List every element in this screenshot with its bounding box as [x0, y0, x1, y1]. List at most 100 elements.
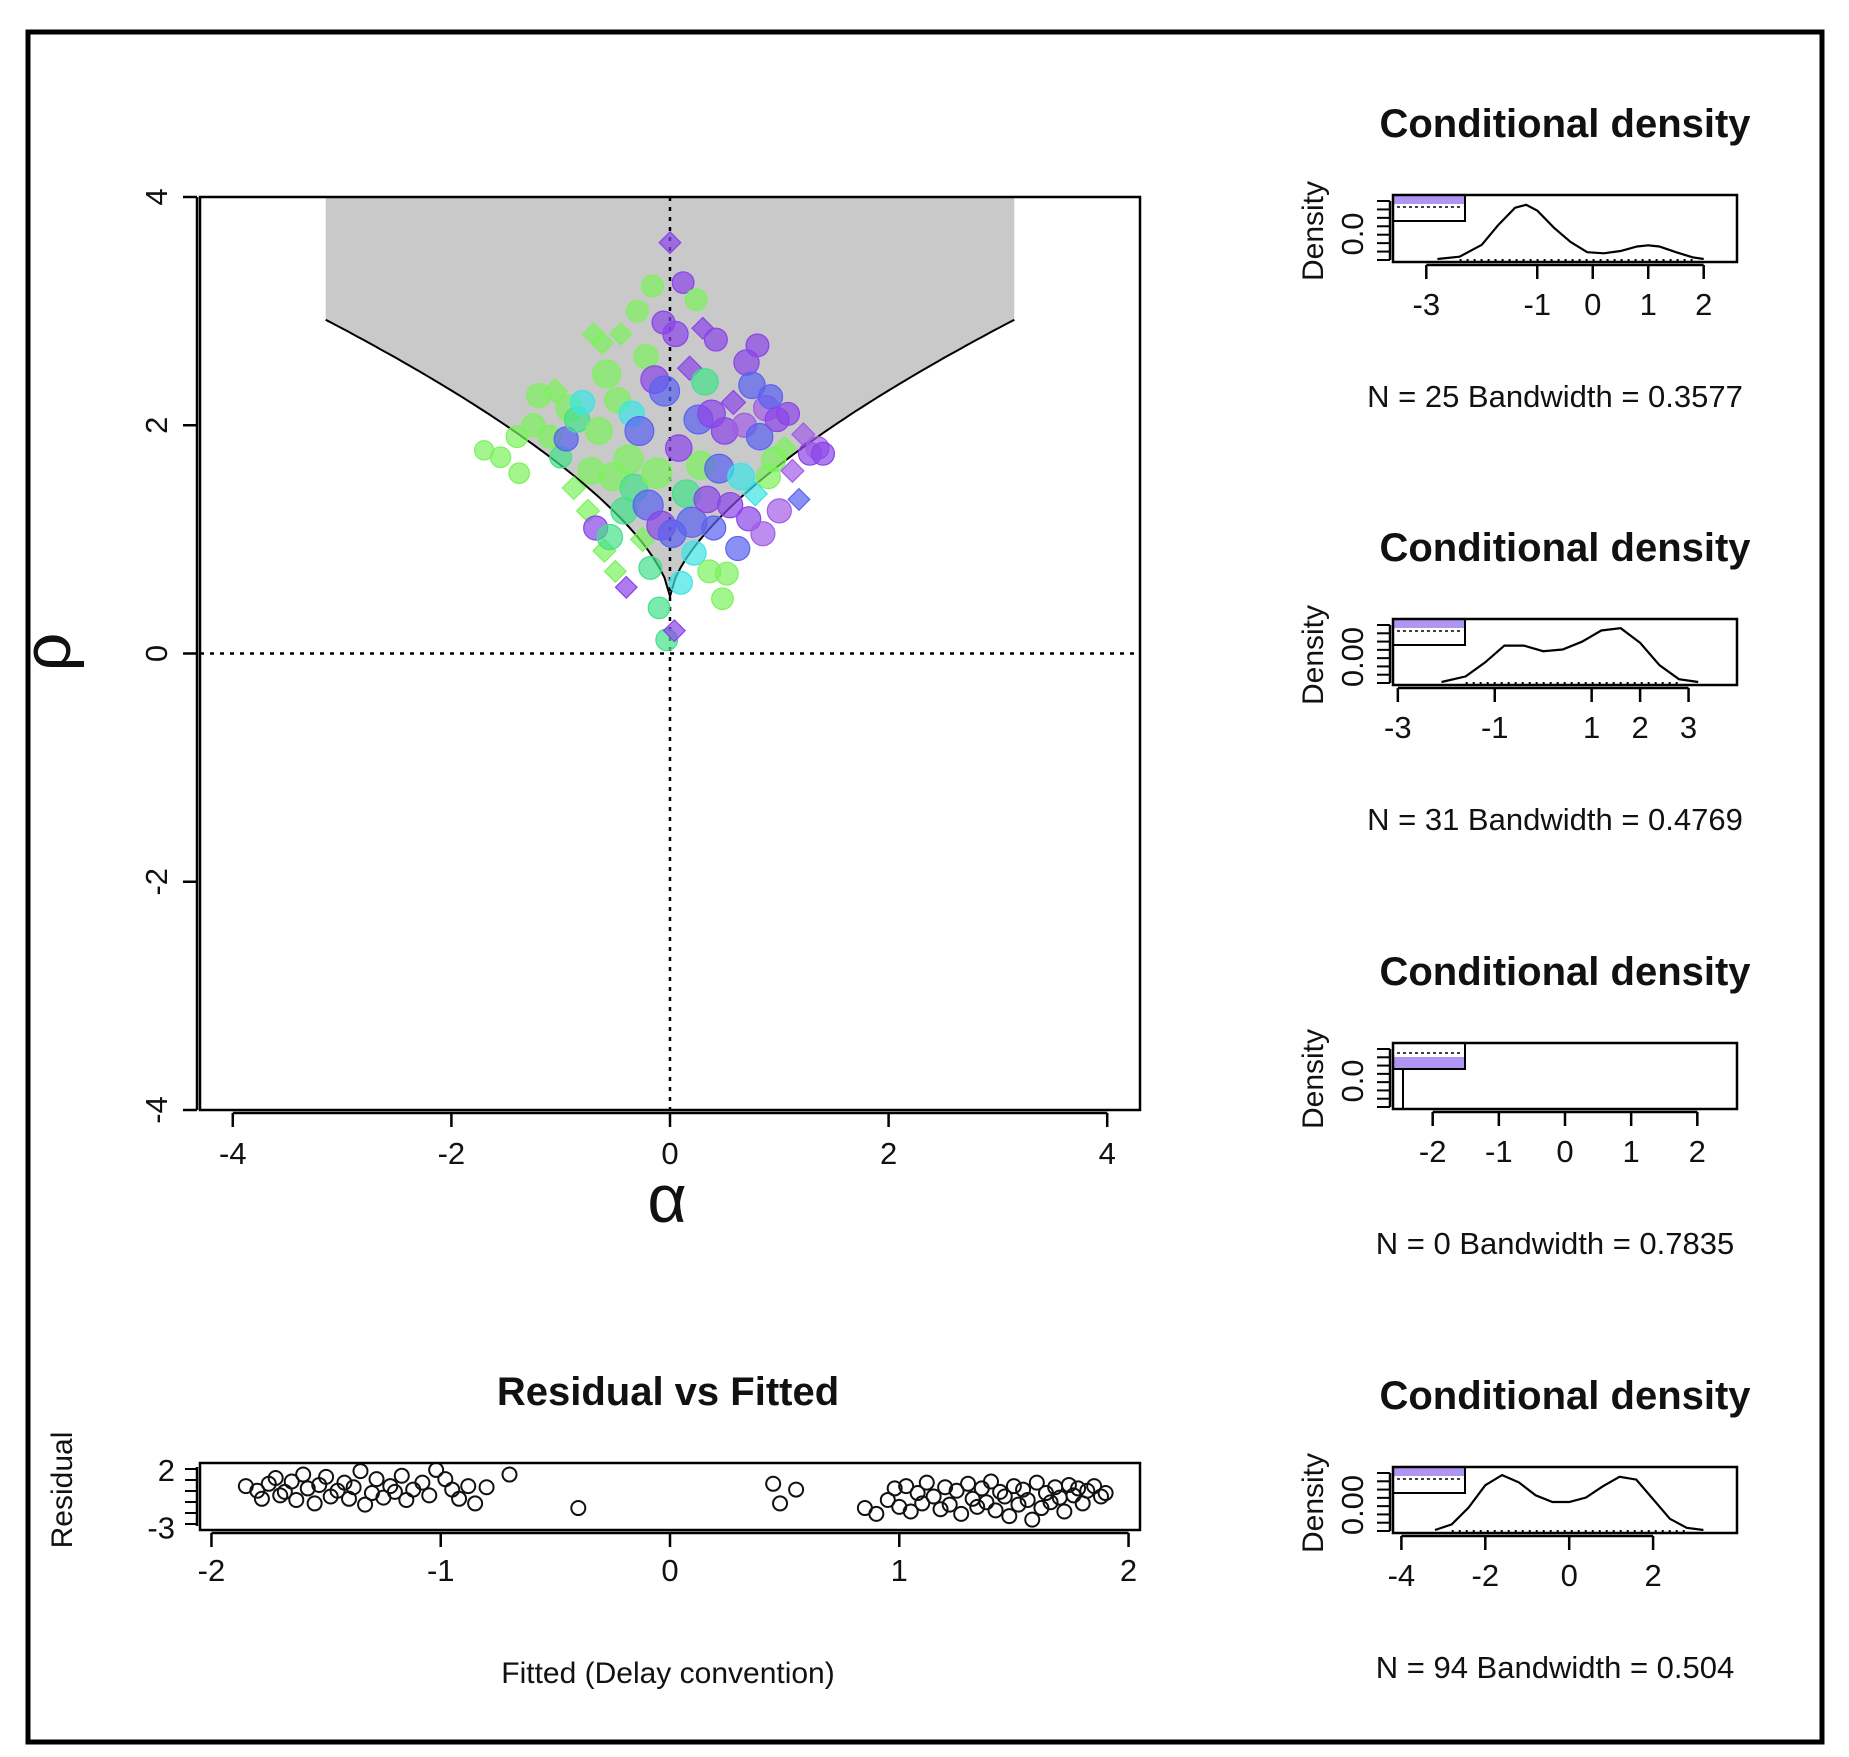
main-point: [603, 559, 627, 583]
main-boundary-curve: [325, 318, 1015, 600]
density-x-tick-label: -4: [1388, 1558, 1416, 1593]
residual-point: [902, 1503, 919, 1520]
main-point: [542, 378, 569, 404]
density-plot-box: [1391, 1041, 1739, 1111]
residual-point: [978, 1494, 995, 1511]
main-point: [569, 389, 596, 416]
residual-point: [953, 1505, 970, 1522]
main-point: [614, 575, 638, 599]
density-x-tick-label: 2: [1689, 1134, 1706, 1169]
residual-point: [941, 1496, 958, 1513]
density-x-tick-label: 3: [1680, 710, 1697, 745]
residual-point: [982, 1473, 999, 1490]
residual-panel: Residual vs Fitted -2 -1 0 1 2 2 -3 Fitted (D…: [46, 1370, 1142, 1690]
residual-point: [932, 1501, 949, 1518]
main-point: [638, 555, 663, 580]
main-point: [561, 475, 587, 501]
density-legend-swatch: [1394, 1468, 1464, 1476]
residual-x-tick-label: 1: [891, 1553, 908, 1588]
residual-point: [1028, 1474, 1045, 1491]
main-point: [716, 491, 744, 519]
residual-point: [393, 1467, 410, 1484]
density-y-label: Density: [1297, 605, 1330, 705]
density-x-tick-label: -1: [1523, 287, 1551, 322]
density-footer: N = 31 Bandwidth = 0.4769: [1367, 802, 1743, 837]
residual-point: [909, 1485, 926, 1502]
main-point: [772, 435, 798, 461]
main-point: [714, 561, 739, 586]
residual-point: [386, 1483, 403, 1500]
main-point: [681, 540, 707, 566]
residual-point: [1056, 1503, 1073, 1520]
residual-point: [478, 1479, 495, 1496]
main-point: [671, 271, 695, 294]
residual-point: [318, 1468, 335, 1485]
main-point: [664, 434, 693, 462]
residual-point: [1060, 1476, 1077, 1493]
residual-point: [987, 1502, 1004, 1519]
residual-x-tick-label: -1: [427, 1553, 455, 1588]
main-point: [780, 458, 805, 484]
density-y-tick-label: 0.00: [1335, 627, 1370, 687]
main-y-tick-label: -2: [139, 868, 174, 896]
main-point: [720, 389, 747, 416]
main-point: [624, 415, 655, 446]
density-title: Conditional density: [1379, 526, 1751, 570]
main-x-tick-label: -2: [438, 1136, 466, 1171]
residual-points: [237, 1461, 1114, 1528]
main-point: [703, 327, 728, 352]
density-y-tick-label: 0.0: [1335, 212, 1370, 255]
main-point: [711, 587, 734, 611]
residual-point: [306, 1495, 323, 1512]
main-point: [625, 299, 649, 323]
main-point: [609, 322, 633, 346]
main-y-axis: -4 -2 0 2 4: [139, 188, 199, 1124]
density-x-tick-label: -3: [1384, 710, 1412, 745]
residual-point: [996, 1488, 1013, 1505]
main-y-tick-label: 4: [139, 188, 174, 205]
residual-y-tick-label: 2: [158, 1453, 175, 1488]
residual-point: [1001, 1508, 1018, 1525]
density-x-tick-label: 2: [1644, 1558, 1661, 1593]
density-plot-box: [1391, 1465, 1739, 1535]
main-point: [811, 441, 836, 466]
density-x-tick-label: 1: [1640, 287, 1657, 322]
residual-point: [937, 1479, 954, 1496]
residual-point: [451, 1490, 468, 1507]
density-x-tick-label: 0: [1561, 1558, 1578, 1593]
residual-point: [1005, 1478, 1022, 1495]
residual-plot-box: [198, 1461, 1142, 1532]
density-title: Conditional density: [1379, 1374, 1751, 1418]
main-point: [691, 368, 719, 396]
residual-point: [772, 1495, 789, 1512]
main-point: [742, 480, 769, 507]
main-point: [684, 288, 708, 312]
density-x-tick-label: -2: [1472, 1558, 1500, 1593]
residual-point: [886, 1480, 903, 1497]
main-y-label: ρ: [9, 633, 85, 672]
residual-point: [918, 1474, 935, 1491]
main-point: [590, 331, 614, 355]
main-points: [473, 231, 836, 652]
main-x-tick-label: -4: [219, 1136, 247, 1171]
residual-point: [1024, 1511, 1041, 1528]
density-plot-box: [1391, 193, 1739, 264]
residual-point: [421, 1487, 438, 1504]
residual-point: [414, 1474, 431, 1491]
main-point: [662, 320, 689, 348]
residual-point: [295, 1466, 312, 1483]
residual-point: [501, 1466, 518, 1483]
residual-point: [1097, 1485, 1114, 1502]
main-point: [585, 417, 613, 445]
main-point: [725, 535, 751, 562]
density-legend-swatch: [1394, 1057, 1464, 1068]
density-x-tick-label: -2: [1419, 1134, 1447, 1169]
density-y-tick-label: 0.0: [1335, 1059, 1370, 1102]
residual-point: [925, 1488, 942, 1505]
density-x-tick-label: 2: [1631, 710, 1648, 745]
residual-point: [1015, 1481, 1032, 1498]
residual-x-tick-label: 2: [1120, 1553, 1137, 1588]
residual-x-tick-label: -2: [198, 1553, 226, 1588]
density-panels: Conditional density 0.0 Density -3 -1 0 1 2 N = …: [1297, 102, 1751, 1685]
